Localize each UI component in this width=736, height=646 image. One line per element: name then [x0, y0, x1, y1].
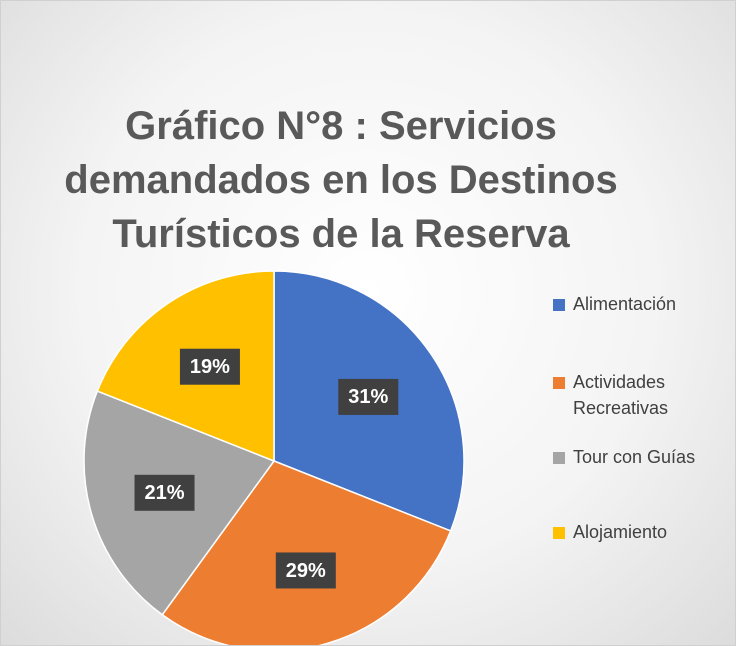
legend-label: Tour con Guías [573, 447, 696, 467]
legend-label: Actividades Recreativas [573, 372, 669, 418]
data-label-box [275, 552, 336, 589]
data-label: 31% [348, 386, 388, 408]
legend-label: Alojamiento [573, 522, 668, 542]
data-label: 21% [145, 482, 185, 504]
legend-swatch [553, 452, 565, 464]
legend-item: Alimentación [553, 291, 723, 317]
legend-swatch [553, 527, 565, 539]
legend-label: Alimentación [573, 294, 677, 314]
data-label-box [134, 474, 195, 511]
data-label-box [338, 378, 399, 415]
data-label-box [179, 348, 240, 385]
legend-swatch [553, 299, 565, 311]
legend-item: Alojamiento [553, 519, 723, 545]
chart-title: Gráfico N°8 : Servicios demandados en lo… [64, 104, 618, 256]
legend-item: Tour con Guías [553, 444, 723, 470]
legend-swatch [553, 377, 565, 389]
data-label: 29% [286, 560, 326, 582]
legend-item: Actividades Recreativas [553, 369, 723, 421]
data-label: 19% [190, 356, 230, 378]
